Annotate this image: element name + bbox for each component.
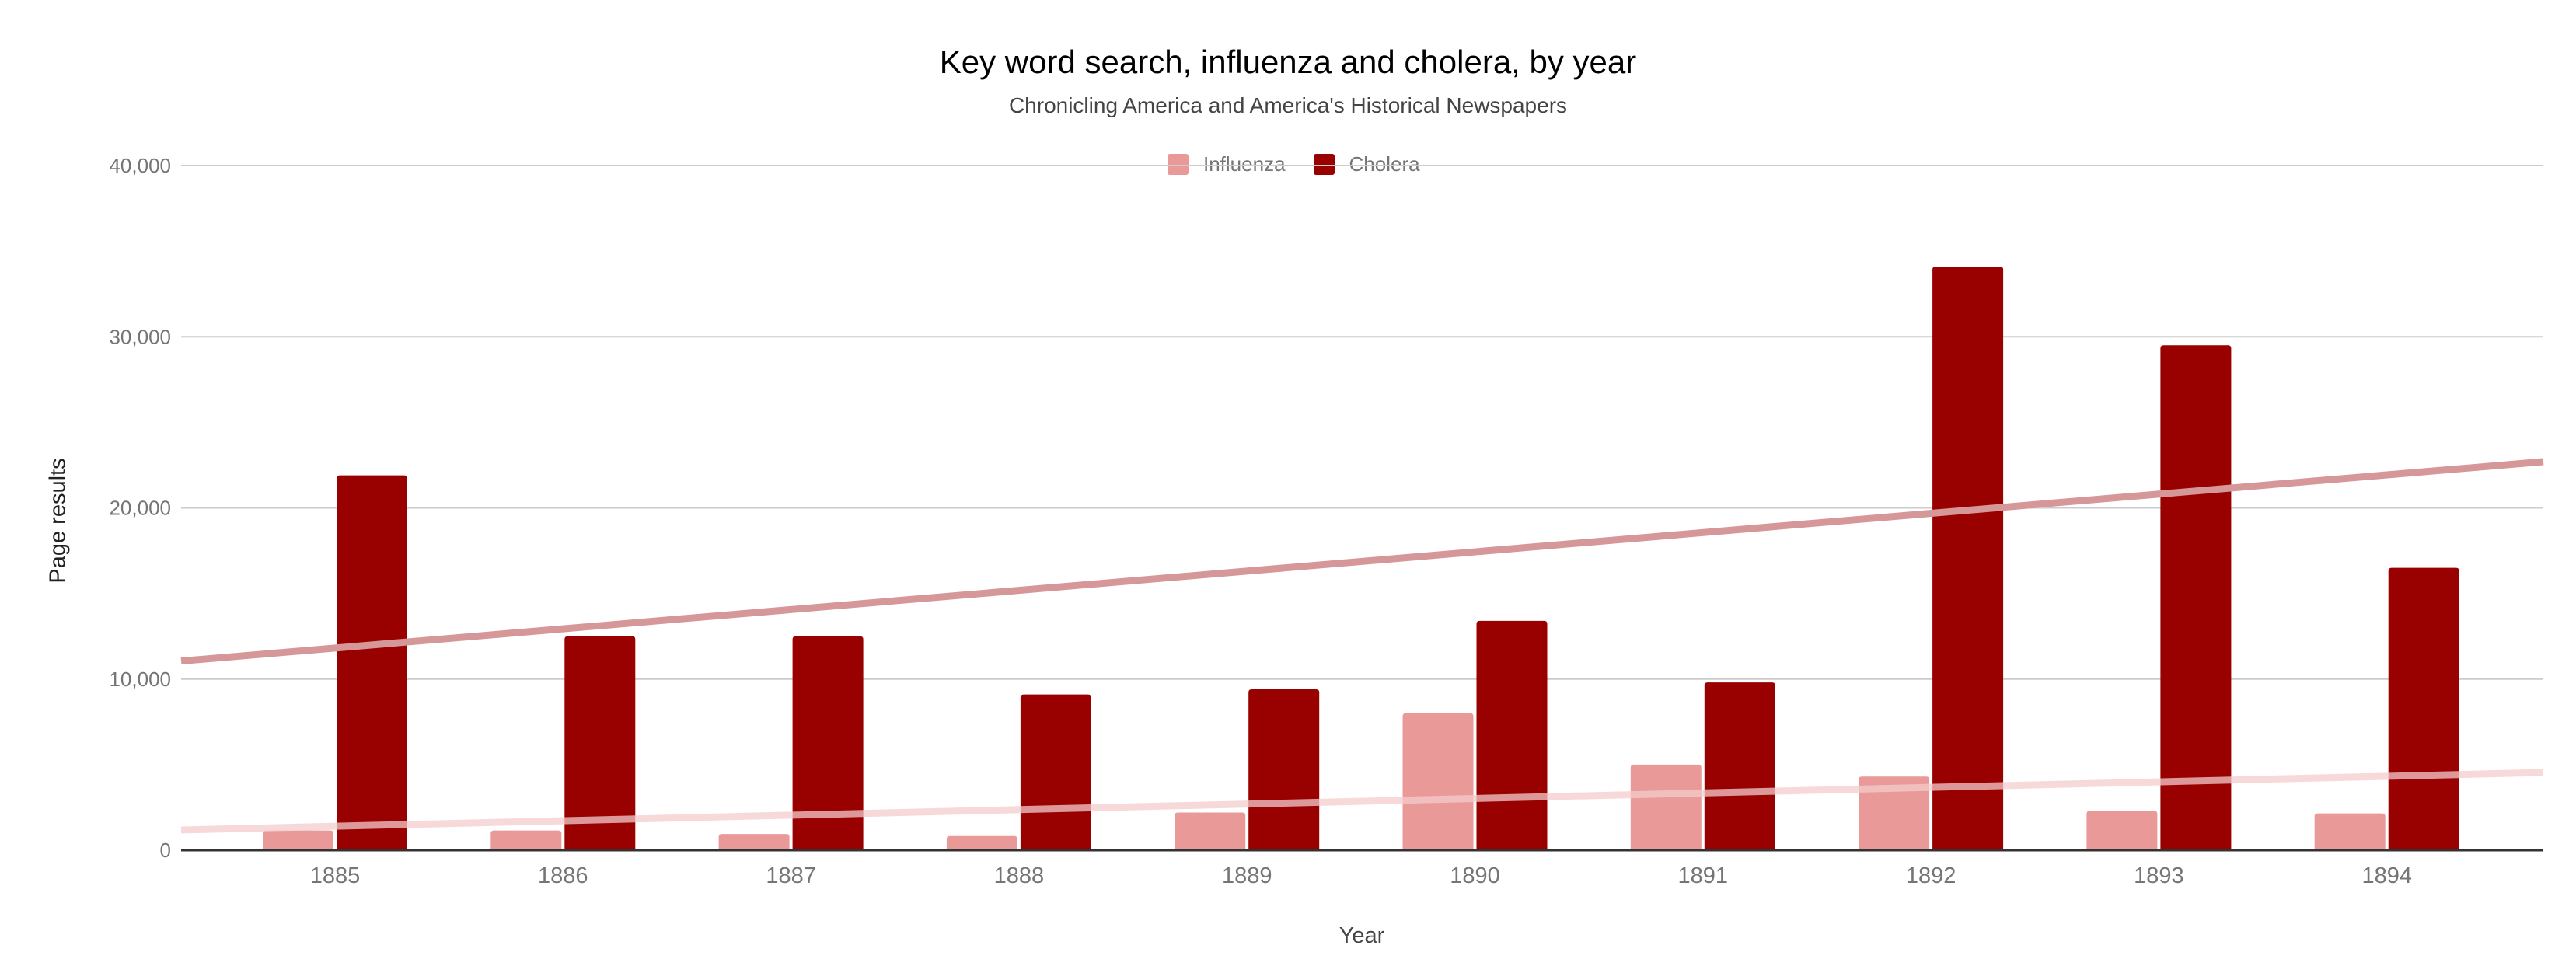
- legend-item-cholera[interactable]: Cholera: [1313, 152, 1420, 176]
- bar-cholera-1892[interactable]: [1932, 266, 2004, 850]
- bar-cholera-1894[interactable]: [2388, 567, 2459, 850]
- x-tick-label: 1891: [1678, 863, 1729, 888]
- trendline-influenza: [180, 769, 2544, 834]
- bar-cholera-1891[interactable]: [1704, 682, 1775, 850]
- x-tick-label: 1890: [1450, 863, 1500, 888]
- x-tick-label: 1894: [2361, 863, 2412, 888]
- bar-cholera-1886[interactable]: [564, 636, 636, 850]
- bar-group-1891: [1630, 682, 1775, 850]
- bar-group-1887: [718, 636, 864, 850]
- bar-group-1890: [1402, 620, 1548, 850]
- y-tick-label: 30,000: [109, 325, 171, 348]
- trendlines: [180, 458, 2544, 834]
- bar-group-1892: [1859, 266, 2004, 850]
- x-tick-label: 1892: [1906, 863, 1956, 888]
- x-tick-label: 1886: [538, 863, 588, 888]
- bar-cholera-1887[interactable]: [792, 636, 864, 850]
- bar-influenza-1890[interactable]: [1402, 713, 1474, 850]
- y-axis-tick-labels: 0 10,000 20,000 30,000 40,000: [109, 154, 171, 862]
- bar-group-1889: [1175, 689, 1320, 850]
- bar-influenza-1894[interactable]: [2314, 813, 2386, 850]
- x-axis-title: Year: [1339, 923, 1385, 948]
- bar-influenza-1891[interactable]: [1630, 764, 1702, 850]
- x-tick-label: 1893: [2134, 863, 2184, 888]
- bar-group-1888: [946, 694, 1091, 850]
- bar-influenza-1886[interactable]: [490, 830, 562, 850]
- y-tick-label: 40,000: [109, 154, 171, 177]
- bars: [263, 266, 2459, 850]
- bar-influenza-1893[interactable]: [2086, 811, 2158, 850]
- x-tick-label: 1887: [766, 863, 816, 888]
- legend-item-influenza[interactable]: Influenza: [1168, 152, 1286, 176]
- y-axis-title: Page results: [45, 458, 71, 584]
- legend-label-influenza: Influenza: [1203, 152, 1286, 176]
- chart-subtitle: Chronicling America and America's Histor…: [1008, 93, 1568, 117]
- bar-cholera-1890[interactable]: [1476, 620, 1548, 850]
- bar-cholera-1888[interactable]: [1020, 694, 1091, 850]
- bar-group-1885: [263, 475, 407, 850]
- x-axis-tick-labels: 1885 1886 1887 1888 1889 1890 1891 1892 1893 1894: [310, 863, 2412, 888]
- x-tick-label: 1888: [994, 863, 1045, 888]
- bar-group-1894: [2314, 567, 2459, 850]
- chart-title: Key word search, influenza and cholera, …: [939, 44, 1637, 80]
- bar-cholera-1885[interactable]: [337, 475, 407, 850]
- bar-influenza-1892[interactable]: [1859, 776, 1930, 850]
- bar-influenza-1889[interactable]: [1175, 812, 1246, 850]
- bar-influenza-1887[interactable]: [718, 834, 790, 850]
- bar-influenza-1888[interactable]: [946, 835, 1017, 850]
- legend-label-cholera: Cholera: [1349, 152, 1420, 176]
- bar-influenza-1885[interactable]: [263, 830, 333, 850]
- gridlines: [181, 165, 2543, 680]
- y-tick-label: 10,000: [109, 668, 171, 691]
- x-tick-label: 1889: [1222, 863, 1272, 888]
- bar-cholera-1889[interactable]: [1248, 689, 1320, 850]
- bar-group-1886: [490, 636, 636, 850]
- trendline-cholera: [180, 458, 2544, 665]
- legend-swatch-cholera: [1313, 153, 1335, 175]
- legend-swatch-influenza: [1168, 153, 1189, 175]
- bar-cholera-1893[interactable]: [2160, 345, 2232, 850]
- y-tick-label: 0: [160, 839, 171, 862]
- y-tick-label: 20,000: [109, 497, 171, 520]
- bar-group-1893: [2086, 345, 2232, 850]
- x-tick-label: 1885: [310, 863, 361, 888]
- legend: Influenza Cholera: [1168, 152, 1448, 176]
